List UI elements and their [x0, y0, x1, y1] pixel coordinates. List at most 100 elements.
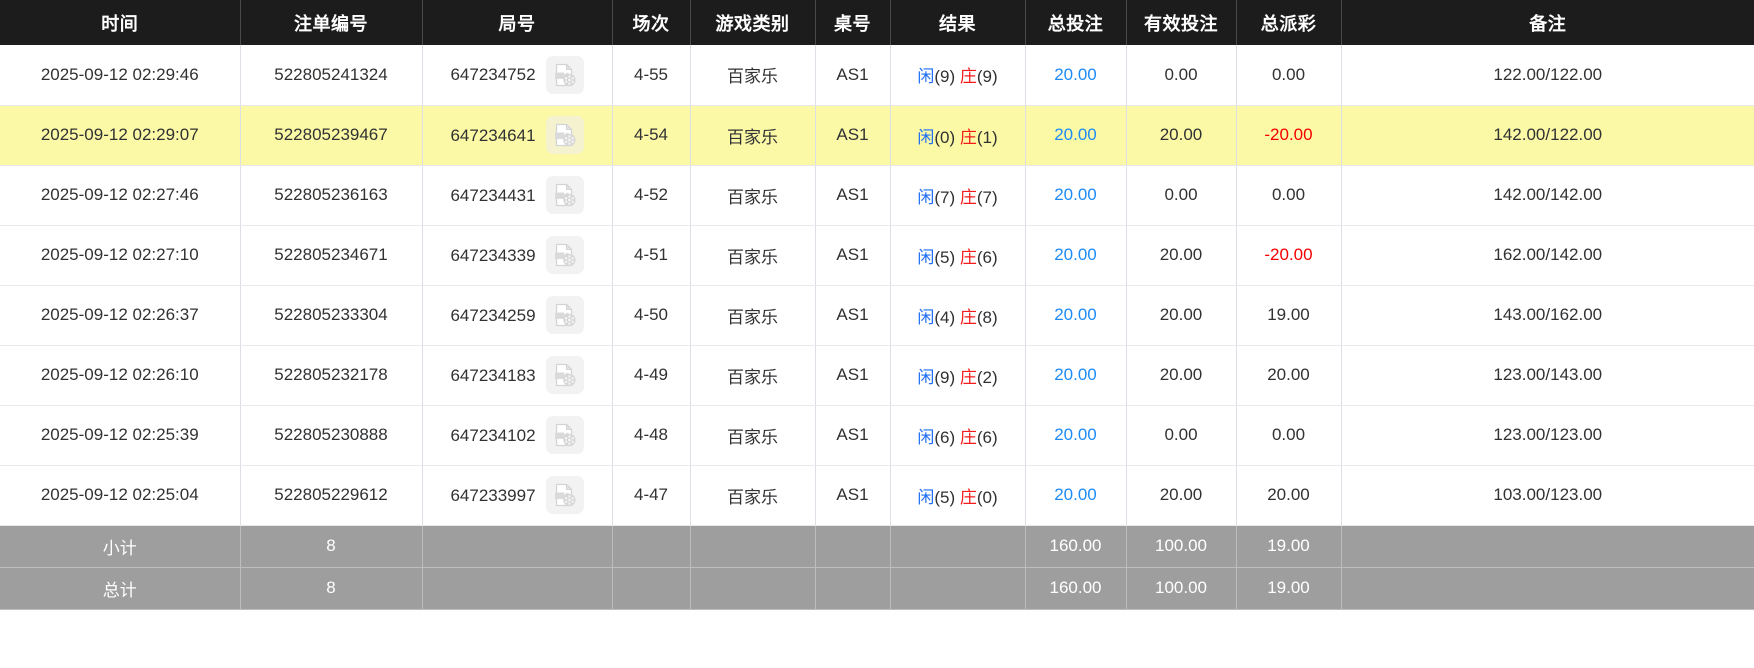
- cell-remark: 142.00/122.00: [1341, 105, 1754, 166]
- summary-remark: [1341, 525, 1754, 568]
- summary-table-no: [815, 567, 891, 610]
- column-header-game-type[interactable]: 游戏类别: [690, 0, 816, 45]
- banker-label: 庄: [959, 127, 977, 147]
- column-header-table-no[interactable]: 桌号: [815, 0, 891, 45]
- cell-table-no: AS1: [815, 45, 891, 106]
- player-label: 闲: [917, 127, 935, 147]
- cell-payout: 19.00: [1236, 285, 1342, 346]
- player-label: 闲: [917, 367, 935, 387]
- table-row[interactable]: 2025-09-12 02:26:37 522805233304 647234259…: [0, 285, 1754, 346]
- cell-bet-no: 522805239467: [240, 105, 423, 166]
- player-label: 闲: [917, 187, 935, 207]
- cell-round-no: 647233997: [422, 465, 613, 526]
- round-no-text: 647234339: [450, 245, 536, 265]
- column-header-time[interactable]: 时间: [0, 0, 241, 45]
- summary-result: [890, 525, 1026, 568]
- cell-total-bet: 20.00: [1025, 465, 1127, 526]
- video-replay-icon[interactable]: [545, 356, 584, 394]
- player-points: (0): [934, 127, 956, 147]
- cell-table-no: AS1: [815, 405, 891, 466]
- column-header-bet-no[interactable]: 注单编号: [240, 0, 423, 45]
- player-label: 闲: [917, 427, 935, 447]
- cell-time: 2025-09-12 02:27:46: [0, 165, 241, 226]
- cell-time: 2025-09-12 02:26:37: [0, 285, 241, 346]
- banker-points: (1): [976, 127, 998, 147]
- video-replay-icon[interactable]: [545, 236, 584, 274]
- table-row[interactable]: 2025-09-12 02:29:07 522805239467 647234641…: [0, 105, 1754, 166]
- cell-shift: 4-49: [612, 345, 691, 406]
- summary-game-type: [690, 525, 816, 568]
- cell-result: 闲(9) 庄(2): [890, 345, 1026, 406]
- banker-points: (6): [976, 247, 998, 267]
- column-header-total-bet[interactable]: 总投注: [1025, 0, 1127, 45]
- player-label: 闲: [917, 487, 935, 507]
- column-header-shift[interactable]: 场次: [612, 0, 691, 45]
- cell-result: 闲(7) 庄(7): [890, 165, 1026, 226]
- header-row: 时间 注单编号 局号 场次 游戏类别 桌号 结果 总投注 有效投注 总派彩 备注: [0, 0, 1754, 45]
- player-points: (9): [934, 67, 956, 87]
- cell-result: 闲(5) 庄(6): [890, 225, 1026, 286]
- cell-remark: 103.00/123.00: [1341, 465, 1754, 526]
- column-header-round-no[interactable]: 局号: [422, 0, 613, 45]
- table-row[interactable]: 2025-09-12 02:25:04 522805229612 647233997…: [0, 465, 1754, 526]
- video-replay-icon[interactable]: [545, 416, 584, 454]
- cell-valid-bet: 20.00: [1126, 105, 1237, 166]
- banker-label: 庄: [959, 367, 977, 387]
- player-points: (4): [934, 307, 956, 327]
- round-no-text: 647234102: [450, 425, 536, 445]
- column-header-valid-bet[interactable]: 有效投注: [1126, 0, 1237, 45]
- cell-table-no: AS1: [815, 345, 891, 406]
- column-header-payout[interactable]: 总派彩: [1236, 0, 1342, 45]
- round-no-text: 647233997: [450, 485, 536, 505]
- column-header-remark[interactable]: 备注: [1341, 0, 1754, 45]
- video-replay-icon[interactable]: [545, 176, 584, 214]
- cell-round-no: 647234259: [422, 285, 613, 346]
- summary-shift: [612, 525, 691, 568]
- video-replay-icon[interactable]: [545, 55, 584, 94]
- banker-points: (8): [976, 307, 998, 327]
- summary-result: [890, 567, 1026, 610]
- table-row[interactable]: 2025-09-12 02:29:46 522805241324 647234752…: [0, 45, 1754, 106]
- summary-payout: 19.00: [1236, 525, 1342, 568]
- banker-label: 庄: [959, 487, 977, 507]
- cell-total-bet: 20.00: [1025, 285, 1127, 346]
- banker-points: (9): [976, 67, 998, 87]
- summary-valid-bet: 100.00: [1126, 567, 1237, 610]
- cell-remark: 162.00/142.00: [1341, 225, 1754, 286]
- cell-table-no: AS1: [815, 225, 891, 286]
- table-row[interactable]: 2025-09-12 02:25:39 522805230888 647234102…: [0, 405, 1754, 466]
- cell-payout: 20.00: [1236, 345, 1342, 406]
- cell-shift: 4-54: [612, 105, 691, 166]
- summary-valid-bet: 100.00: [1126, 525, 1237, 568]
- cell-valid-bet: 0.00: [1126, 45, 1237, 106]
- bet-records-table: 时间 注单编号 局号 场次 游戏类别 桌号 结果 总投注 有效投注 总派彩 备注…: [0, 0, 1754, 610]
- summary-row: 总计 8 160.00 100.00 19.00: [0, 567, 1754, 610]
- cell-game-type: 百家乐: [690, 285, 816, 346]
- cell-result: 闲(5) 庄(0): [890, 465, 1026, 526]
- video-replay-icon[interactable]: [545, 476, 584, 514]
- table-row[interactable]: 2025-09-12 02:27:10 522805234671 647234339…: [0, 225, 1754, 286]
- cell-game-type: 百家乐: [690, 465, 816, 526]
- summary-round-no: [422, 525, 613, 568]
- cell-bet-no: 522805232178: [240, 345, 423, 406]
- cell-remark: 143.00/162.00: [1341, 285, 1754, 346]
- table-row[interactable]: 2025-09-12 02:27:46 522805236163 647234431…: [0, 165, 1754, 226]
- cell-remark: 123.00/143.00: [1341, 345, 1754, 406]
- video-replay-icon[interactable]: [545, 296, 584, 334]
- cell-game-type: 百家乐: [690, 405, 816, 466]
- banker-label: 庄: [959, 307, 977, 327]
- cell-time: 2025-09-12 02:25:04: [0, 465, 241, 526]
- table-row[interactable]: 2025-09-12 02:26:10 522805232178 647234183…: [0, 345, 1754, 406]
- round-no-text: 647234259: [450, 305, 536, 325]
- summary-count: 8: [240, 525, 423, 568]
- banker-points: (7): [976, 187, 998, 207]
- cell-payout: 0.00: [1236, 45, 1342, 106]
- summary-total-bet: 160.00: [1025, 525, 1127, 568]
- video-replay-icon[interactable]: [545, 116, 584, 154]
- cell-table-no: AS1: [815, 105, 891, 166]
- cell-payout: 0.00: [1236, 165, 1342, 226]
- cell-valid-bet: 20.00: [1126, 285, 1237, 346]
- column-header-result[interactable]: 结果: [890, 0, 1026, 45]
- cell-round-no: 647234431: [422, 165, 613, 226]
- cell-valid-bet: 20.00: [1126, 465, 1237, 526]
